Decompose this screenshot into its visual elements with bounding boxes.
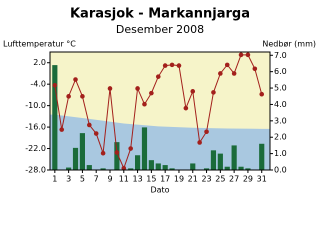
y-tick-label: -10.0 bbox=[25, 101, 46, 110]
temperature-point bbox=[252, 66, 258, 72]
precip-bar bbox=[238, 166, 244, 170]
temperature-point bbox=[114, 150, 120, 155]
precip-bar bbox=[259, 143, 265, 170]
precip-bar bbox=[86, 165, 92, 170]
x-tick-label: 31 bbox=[257, 175, 267, 184]
precip-bar bbox=[72, 147, 79, 170]
temperature-point bbox=[80, 94, 85, 99]
y2-tick-label: 2.0 bbox=[274, 133, 287, 142]
y-tick-label: -22.0 bbox=[25, 144, 46, 153]
x-tick-label: 7 bbox=[94, 175, 99, 184]
temperature-point bbox=[162, 63, 168, 68]
temperature-point bbox=[169, 62, 175, 68]
x-tick-label: 5 bbox=[80, 175, 85, 184]
temperature-point bbox=[197, 140, 202, 145]
x-tick-label: 25 bbox=[215, 175, 225, 184]
temperature-point bbox=[66, 94, 71, 99]
temperature-point bbox=[245, 52, 251, 58]
precip-bar bbox=[148, 160, 154, 170]
temperature-point bbox=[224, 62, 230, 68]
temperature-point bbox=[211, 90, 216, 95]
y-tick-label: -4.0 bbox=[30, 80, 46, 89]
temperature-point bbox=[259, 91, 265, 97]
y2-tick-label: 1.0 bbox=[274, 149, 287, 158]
precip-bar bbox=[135, 155, 141, 170]
temperature-point bbox=[128, 146, 133, 151]
precip-bar bbox=[66, 167, 72, 170]
y2-tick-label: 5.0 bbox=[274, 84, 287, 93]
precip-bar bbox=[155, 163, 161, 170]
page: Karasjok - Markannjarga Desember 2008 Lu… bbox=[3, 6, 316, 195]
y2-axis-label: Nedbør (mm) bbox=[262, 40, 316, 49]
x-tick-label: 9 bbox=[107, 175, 112, 184]
temperature-point bbox=[238, 52, 244, 58]
temperature-point bbox=[155, 74, 161, 79]
x-tick-label: 23 bbox=[201, 175, 211, 184]
precip-bar bbox=[231, 145, 237, 170]
precip-bar bbox=[210, 150, 217, 170]
temperature-point bbox=[183, 105, 189, 111]
temperature-point bbox=[93, 131, 99, 136]
temperature-point bbox=[231, 71, 237, 76]
precip-bar bbox=[114, 142, 120, 170]
x-tick-label: 11 bbox=[119, 175, 129, 184]
temperature-point bbox=[218, 71, 223, 76]
precip-bar bbox=[245, 168, 251, 170]
precip-bar bbox=[79, 133, 85, 170]
x-tick-label: 1 bbox=[52, 175, 57, 184]
y2-tick-label: 0.0 bbox=[274, 166, 287, 175]
y-tick-label: 2.0 bbox=[33, 58, 46, 67]
x-tick-label: 19 bbox=[174, 175, 184, 184]
y2-tick-label: 4.0 bbox=[274, 100, 287, 109]
precip-bar bbox=[190, 163, 196, 170]
temperature-point bbox=[87, 122, 92, 128]
temperature-point bbox=[73, 77, 78, 82]
precip-bar bbox=[217, 153, 223, 170]
chart-title: Karasjok - Markannjarga bbox=[70, 7, 250, 22]
y-axis-label: Lufttemperatur °C bbox=[3, 40, 76, 49]
temperature-point bbox=[100, 150, 106, 156]
temperature-point bbox=[121, 165, 127, 171]
temperature-point bbox=[107, 86, 113, 91]
x-tick-label: 29 bbox=[243, 175, 253, 184]
x-tick-label: 13 bbox=[132, 175, 142, 184]
precip-bar bbox=[203, 168, 210, 170]
temperature-point bbox=[149, 90, 154, 96]
x-axis-label: Dato bbox=[150, 186, 169, 195]
temperature-point bbox=[190, 89, 196, 94]
temperature-point bbox=[135, 86, 140, 91]
plot-frame bbox=[49, 51, 271, 171]
temperature-point bbox=[142, 101, 147, 107]
x-tick-label: 3 bbox=[66, 175, 71, 184]
chart: Karasjok - Markannjarga Desember 2008 Lu… bbox=[3, 7, 316, 195]
x-tick-label: 15 bbox=[146, 175, 156, 184]
chart-subtitle: Desember 2008 bbox=[116, 23, 204, 36]
y2-tick-label: 3.0 bbox=[274, 116, 287, 125]
temperature-point bbox=[204, 129, 209, 135]
x-tick-label: 17 bbox=[160, 175, 170, 184]
precip-bar bbox=[100, 168, 106, 170]
x-tick-label: 27 bbox=[229, 175, 239, 184]
precip-bar bbox=[162, 165, 168, 170]
precip-bar bbox=[128, 168, 134, 170]
temperature-point bbox=[59, 127, 65, 132]
precip-bar bbox=[224, 166, 230, 170]
y-tick-label: -28.0 bbox=[25, 166, 46, 175]
temperature-point bbox=[176, 63, 182, 68]
precip-bar bbox=[169, 168, 175, 170]
precip-bar bbox=[52, 65, 58, 170]
x-tick-label: 21 bbox=[188, 175, 198, 184]
temperature-point bbox=[52, 82, 58, 88]
y2-tick-label: 7.0 bbox=[274, 51, 287, 60]
precip-bar bbox=[141, 127, 148, 170]
y2-tick-label: 6.0 bbox=[274, 67, 287, 76]
y-tick-label: -16.0 bbox=[25, 123, 46, 132]
